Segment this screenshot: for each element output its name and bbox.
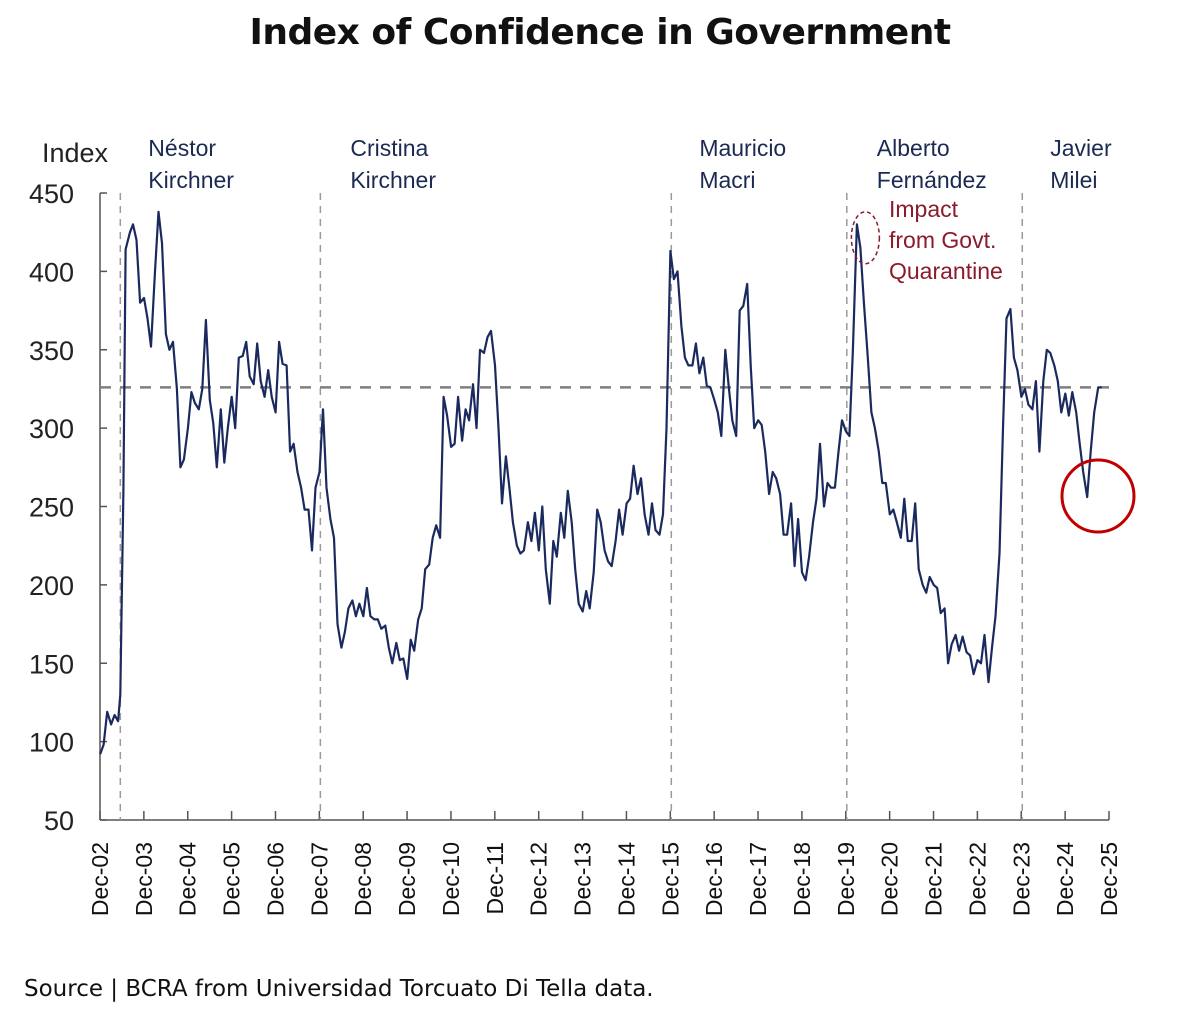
x-tick-label: Dec-12	[526, 842, 552, 916]
annotations-group: Impact from Govt. Quarantine	[850, 196, 1136, 534]
period-label: Kirchner	[148, 167, 234, 193]
x-tick-label: Dec-04	[175, 842, 201, 916]
y-axis-label: Index	[42, 138, 109, 168]
quarantine-highlight-ellipse	[850, 211, 881, 265]
x-tick-label: Dec-17	[745, 842, 771, 916]
x-tick-label: Dec-22	[964, 842, 990, 916]
x-tick-label: Dec-13	[570, 842, 596, 916]
y-tick-label: 350	[29, 336, 74, 366]
recent-dip-highlight-circle	[1060, 458, 1136, 534]
y-tick-label: 150	[29, 649, 74, 679]
y-tick-label: 400	[29, 257, 74, 287]
x-tick-label: Dec-08	[350, 842, 376, 916]
y-tick-label: 300	[29, 414, 74, 444]
x-tick-label: Dec-25	[1096, 842, 1122, 916]
period-label: Mauricio	[699, 135, 786, 161]
period-label: Alberto	[877, 135, 950, 161]
x-tick-label: Dec-06	[262, 842, 288, 916]
period-label: Macri	[699, 167, 755, 193]
x-tick-label: Dec-11	[482, 842, 508, 914]
y-tick-label: 250	[29, 493, 74, 523]
period-label: Fernández	[877, 167, 987, 193]
y-axis: 50 100 150 200 250 300 350 400 450	[29, 179, 107, 836]
source-note: Source | BCRA from Universidad Torcuato …	[24, 976, 654, 1002]
quarantine-annotation-text: from Govt.	[889, 227, 996, 253]
x-tick-label: Dec-03	[131, 842, 157, 916]
x-tick-label: Dec-16	[701, 842, 727, 916]
chart-title: Index of Confidence in Government	[249, 12, 951, 53]
x-tick-label: Dec-05	[219, 842, 245, 916]
quarantine-annotation-text: Impact	[889, 196, 959, 222]
x-tick-label: Dec-19	[833, 842, 859, 916]
x-tick-label: Dec-20	[877, 842, 903, 916]
x-tick-label: Dec-14	[613, 842, 639, 916]
x-tick-label: Dec-24	[1052, 842, 1078, 916]
x-tick-label: Dec-09	[394, 842, 420, 916]
period-label: Cristina	[350, 135, 428, 161]
x-axis: Dec-02 Dec-03 Dec-04 Dec-05 Dec-06 Dec-07 Dec-…	[87, 811, 1122, 916]
period-label: Néstor	[148, 135, 216, 161]
period-label: Kirchner	[350, 167, 436, 193]
x-tick-label: Dec-15	[657, 842, 683, 916]
y-tick-label: 50	[44, 806, 74, 836]
y-tick-label: 450	[29, 179, 74, 209]
x-tick-label: Dec-23	[1008, 842, 1034, 916]
series-line	[99, 210, 1102, 755]
quarantine-annotation-text: Quarantine	[889, 258, 1003, 284]
period-dividers: Néstor Kirchner Cristina Kirchner Mauricio Ma…	[119, 135, 1112, 820]
x-tick-label: Dec-10	[438, 842, 464, 916]
period-label: Milei	[1050, 167, 1097, 193]
y-tick-label: 200	[29, 571, 74, 601]
period-label: Javier	[1050, 135, 1112, 161]
x-tick-label: Dec-07	[306, 842, 332, 916]
y-tick-label: 100	[29, 728, 74, 758]
series-group	[99, 210, 1102, 755]
x-tick-label: Dec-18	[789, 842, 815, 916]
x-tick-label: Dec-21	[921, 842, 947, 916]
x-tick-label: Dec-02	[87, 842, 113, 916]
